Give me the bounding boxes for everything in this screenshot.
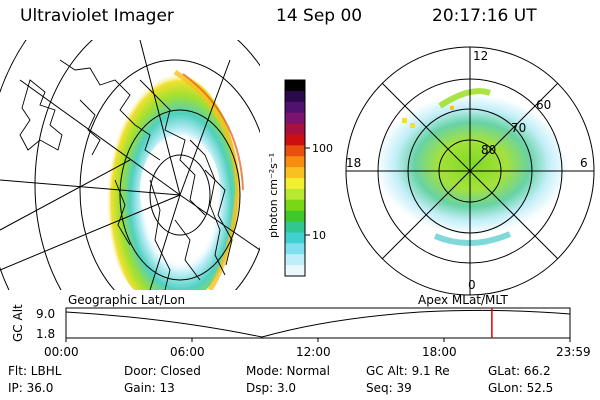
colorbar-cell [285,134,305,146]
colorbar-cell [285,243,305,255]
colorbar-cell [285,232,305,244]
colorbar-cell [285,101,305,114]
orbit-altitude-plot: GC Alt 9.0 1.8 00:00 06:00 12:00 18:00 2… [11,304,591,359]
mlt-label-6: 6 [580,156,588,170]
geographic-label: Geographic Lat/Lon [68,293,186,307]
colorbar-unit-label: photon cm⁻²s⁻¹ [267,153,280,238]
altitude-tick-low: 1.8 [36,327,55,341]
mlt-label-0: 0 [468,278,476,292]
status-filter: Flt: LBHL [8,364,62,378]
mlat-label-70: 70 [511,121,526,135]
colorbar-cell [285,156,305,168]
colorbar-cell [285,188,305,201]
time-tick-1800: 18:00 [422,345,457,359]
geographic-aurora-image [0,40,260,290]
image-date: 14 Sep 00 [276,6,363,26]
colorbar-cell [285,112,305,125]
status-gc-alt: GC Alt: 9.1 Re [366,364,450,378]
intensity-colorbar: 100 10 photon cm⁻²s⁻¹ [267,79,333,277]
apex-label: Apex MLat/MLT [418,293,508,307]
altitude-tick-high: 9.0 [36,307,55,321]
colorbar-tick-100: 100 [312,142,333,155]
altitude-curve [65,309,571,338]
status-ip: IP: 36.0 [8,381,54,395]
geographic-grid [0,40,260,290]
status-glon: GLon: 52.5 [488,381,554,395]
image-time: 20:17:16 UT [432,6,537,26]
colorbar-cell [285,178,305,190]
coastline-outlines [19,59,233,290]
time-tick-2359: 23:59 [556,345,591,359]
colorbar-cell [285,80,305,92]
status-glat: GLat: 66.2 [488,364,551,378]
instrument-title: Ultraviolet Imager [20,6,174,26]
status-gain: Gain: 13 [124,381,175,395]
colorbar-cell [285,199,305,212]
mlat-label-80: 80 [481,143,496,157]
colorbar-cell [285,90,305,103]
colorbar-cell [285,265,305,277]
status-door: Door: Closed [124,364,201,378]
altitude-axis-label: GC Alt [11,304,25,342]
mlat-label-60: 60 [536,98,551,112]
time-tick-0600: 06:00 [170,345,205,359]
polar-grid [345,46,595,296]
colorbar-cell [285,221,305,233]
status-dsp: Dsp: 3.0 [246,381,297,395]
polar-aurora-region [376,94,569,235]
colorbar-tick-10: 10 [312,229,326,242]
mlt-label-18: 18 [346,156,361,170]
mlat-mlt-polar-plot: 12 18 6 0 60 70 80 [345,46,595,296]
aurora-bright-arc [173,69,241,290]
colorbar-cell [285,254,305,266]
status-seq: Seq: 39 [366,381,412,395]
colorbar-cell [285,145,305,157]
colorbar-cell [285,167,305,179]
time-tick-1200: 12:00 [296,345,331,359]
colorbar-cell [285,123,305,135]
mlt-label-12: 12 [473,49,488,63]
colorbar-cell [285,210,305,223]
time-tick-0000: 00:00 [44,345,79,359]
status-mode: Mode: Normal [246,364,330,378]
